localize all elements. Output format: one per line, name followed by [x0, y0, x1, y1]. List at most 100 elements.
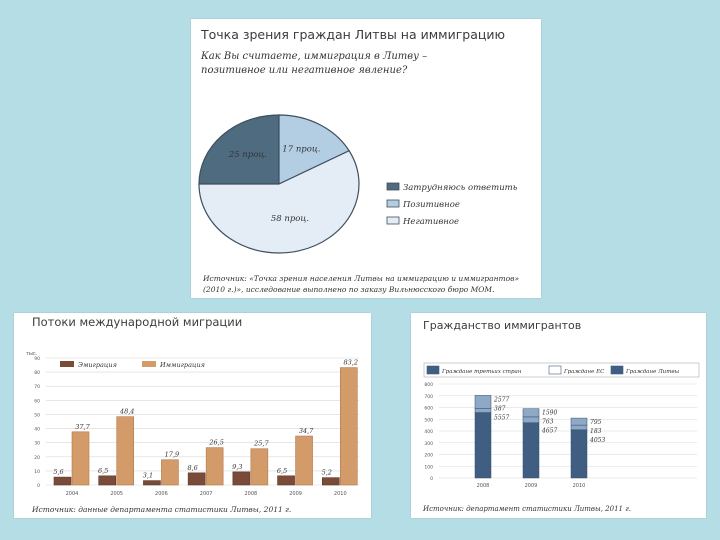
stack-label-0-2: 5557 [494, 414, 509, 421]
stack-label-1-0: 1590 [542, 410, 557, 417]
pie-slice-label-2: 17 проц. [282, 144, 320, 154]
stack-marks: 2577 387 5557 2008 1590 763 4657 2009 795 183 4053… [474, 395, 605, 489]
bar-legend-swatch-1 [60, 361, 74, 367]
bar-Иммиграция-2010 [339, 367, 358, 486]
bar-Эмиграция-2007 [187, 472, 206, 486]
bar-ylabel: тыс. [26, 351, 38, 357]
pie-legend-label-2: Позитивное [402, 200, 460, 210]
stack-ytick-0: 0 [430, 476, 433, 482]
bar-ytick-6: 60 [34, 398, 40, 404]
bar-ytick-7: 70 [34, 384, 40, 390]
pie-title: Точка зрения граждан Литвы на иммиграцию [200, 27, 505, 42]
stack-label-1-1: 763 [542, 419, 554, 426]
stack-legend-label-2: Граждане ЕС [563, 369, 605, 375]
immigrant-citizenship-chart: Гражданство иммигрантов Граждане третьих… [422, 319, 700, 513]
bar-legend-swatch-2 [142, 361, 156, 367]
pie-slice-1 [198, 114, 280, 185]
stack-ytick-3: 300 [424, 441, 433, 447]
pie-source-line2: (2010 г.)», исследование выполнено по за… [203, 285, 494, 294]
bar-Эмиграция-2005 [98, 475, 117, 486]
bar-legend: Эмиграция Иммиграция [60, 361, 205, 369]
bar-value-label-1-4: 25,7 [253, 440, 269, 448]
bar-grid: 0 10 20 30 40 50 60 70 80 90 [34, 356, 359, 489]
stack-bar-2010-2 [570, 417, 588, 426]
bar-Иммиграция-2004 [71, 431, 90, 486]
pie-slices: 25 проц. 17 проц. 58 проц. [198, 114, 360, 254]
stack-label-1-2: 4657 [541, 428, 557, 435]
stack-bar-2009-2 [522, 408, 540, 418]
pie-slice-3 [198, 149, 360, 254]
stack-grid: 0 100 200 300 400 500 600 700 800 [424, 382, 697, 482]
pie-source-line1: Источник: «Точка зрения населения Литвы … [202, 274, 520, 283]
stack-bar-2008-0 [474, 412, 492, 479]
stack-label-2-1: 183 [590, 428, 602, 435]
bar-legend-label-2: Иммиграция [159, 361, 205, 369]
stack-legend-label-1: Граждане третьих стран [441, 369, 522, 375]
stack-legend-label-3: Граждане Литвы [625, 369, 680, 375]
bar-legend-label-1: Эмиграция [78, 361, 117, 369]
bar-ytick-9: 90 [34, 356, 40, 362]
stack-bar-2009-0 [522, 422, 540, 479]
stack-ytick-7: 700 [424, 394, 433, 400]
stack-xtick-2: 2010 [573, 483, 586, 489]
bar-xtick-3: 2007 [200, 491, 213, 497]
bar-title: Потоки международной миграции [32, 315, 242, 329]
bar-ytick-0: 0 [37, 483, 40, 489]
stack-legend-swatch-1 [426, 365, 440, 375]
bar-Иммиграция-2007 [205, 447, 224, 486]
stack-bar-2008-1 [474, 408, 492, 413]
stack-ytick-1: 100 [424, 464, 433, 470]
bar-marks: 5,6 37,7 2004 6,5 48,4 2005 3,1 17,9 2006 8,6 26,5… [53, 359, 358, 497]
bar-Эмиграция-2004 [53, 476, 72, 486]
bar-value-label-0-1: 6,5 [98, 467, 108, 475]
bar-value-label-1-2: 17,9 [165, 451, 179, 459]
stack-legend-swatch-2 [548, 365, 562, 375]
stack-ytick-5: 500 [424, 417, 433, 423]
stack-bar-2010-1 [570, 424, 588, 431]
stack-ytick-6: 600 [424, 406, 433, 412]
bar-value-label-1-0: 37,7 [75, 423, 90, 431]
pie-legend-swatch-3 [386, 216, 400, 225]
stack-label-2-2: 4053 [589, 437, 605, 444]
pie-legend: Затрудняюсь ответить Позитивное Негативное [386, 182, 518, 227]
bar-ytick-3: 30 [34, 441, 40, 447]
bar-ytick-2: 20 [34, 455, 40, 461]
stack-label-0-1: 387 [494, 405, 506, 412]
bar-Иммиграция-2008 [250, 448, 269, 486]
bar-value-label-0-6: 5,2 [322, 469, 332, 477]
bar-value-label-0-0: 5,6 [53, 468, 63, 476]
bar-value-label-0-3: 8,6 [187, 464, 197, 472]
pie-chart: Точка зрения граждан Литвы на иммиграцию… [198, 27, 520, 294]
pie-slice-2 [278, 114, 350, 185]
bar-value-label-0-4: 9,3 [232, 463, 242, 471]
migration-flows-chart: Потоки международной миграции тыс. 0 10 20… [26, 315, 359, 514]
bar-ytick-5: 50 [34, 412, 40, 418]
pie-slice-label-3: 58 проц. [271, 214, 309, 224]
stack-legend-box [423, 362, 700, 378]
pie-slice-label-1: 25 проц. [228, 150, 267, 160]
bar-xtick-5: 2009 [289, 491, 302, 497]
bar-xtick-0: 2004 [66, 491, 79, 497]
migration-flows-panel: Потоки международной миграции тыс. 0 10 20… [14, 313, 371, 518]
bar-Эмиграция-2008 [232, 471, 251, 486]
pie-legend-label-3: Негативное [402, 217, 459, 227]
bar-value-label-1-3: 26,5 [208, 439, 223, 447]
bar-Эмиграция-2010 [321, 477, 340, 486]
bar-xtick-6: 2010 [334, 491, 347, 497]
bar-value-label-0-2: 3,1 [143, 472, 153, 480]
pie-legend-swatch-1 [386, 182, 400, 191]
pie-chart-panel: Точка зрения граждан Литвы на иммиграцию… [191, 19, 541, 298]
bar-ytick-4: 40 [34, 427, 40, 433]
bar-value-label-1-6: 83,2 [344, 359, 358, 367]
bar-ytick-1: 10 [34, 469, 40, 475]
stack-ytick-4: 400 [424, 429, 433, 435]
bar-value-label-1-5: 34,7 [299, 427, 314, 435]
stack-xtick-1: 2009 [525, 483, 538, 489]
stack-label-0-0: 2577 [493, 396, 509, 403]
pie-subtitle-line1: Как Вы считаете, иммиграция в Литву – [200, 51, 427, 62]
bar-value-label-0-5: 6,5 [277, 467, 287, 475]
bar-source: Источник: данные департамента статистики… [31, 505, 291, 514]
stack-legend: Граждане третьих стран Граждане ЕС Граждан… [423, 362, 700, 378]
pie-subtitle-line2: позитивное или негативное явление? [201, 65, 408, 76]
stack-source: Источник: департамент статистики Литвы, … [422, 505, 631, 513]
